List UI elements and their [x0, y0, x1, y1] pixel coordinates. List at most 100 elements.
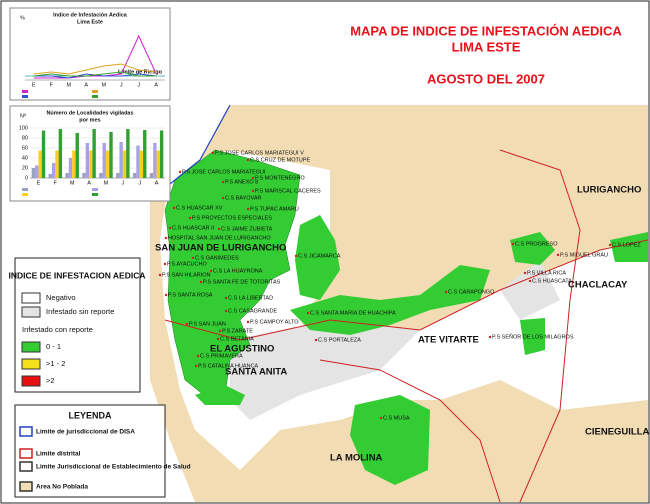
bar	[35, 165, 39, 178]
key-label: Limite distrital	[36, 451, 81, 458]
bar	[72, 150, 76, 178]
y-tick-label: 60	[22, 145, 28, 151]
bar	[68, 158, 73, 178]
district: EL AGUSTINO	[210, 344, 274, 355]
green-zone	[510, 232, 555, 265]
health-center-label: C.S HUASCAR II	[172, 225, 215, 231]
health-center-label: C.S HUASCAR XV	[176, 205, 223, 211]
district: SAN JUAN DE LURIGANCHO	[155, 243, 286, 254]
y-axis-label: %	[20, 15, 25, 21]
district-limit	[319, 359, 501, 503]
health-center-dot	[191, 256, 195, 260]
health-center-dot	[218, 329, 222, 333]
bar	[85, 143, 90, 178]
key-swatch	[19, 481, 33, 492]
health-center-label: C.S JICAMARCA	[298, 253, 341, 259]
y-tick-label: 80	[22, 135, 28, 141]
inset-title: por mes	[79, 117, 100, 123]
health-center-label: P.S VILLA RICA	[527, 270, 566, 276]
health-center-label: P.S SEÑOR DE LOS MILAGROS	[492, 333, 574, 340]
green-zone	[520, 318, 545, 355]
legend-swatch	[21, 306, 41, 318]
x-tick-label: A	[87, 180, 91, 186]
health-center-dot	[168, 226, 172, 230]
legend-swatch	[21, 341, 41, 353]
health-center-label: P.S MIGUEL GRAU	[560, 252, 608, 258]
health-center-dot	[199, 280, 203, 284]
green-zone	[350, 395, 430, 485]
health-center-label: P.S JOSE CARLOS MARIATEGUI	[182, 169, 266, 175]
legend-swatch	[21, 375, 41, 387]
x-tick-label: E	[37, 180, 41, 186]
x-tick-label: M	[70, 180, 75, 186]
title: LIMA ESTE	[452, 39, 521, 54]
bar	[102, 143, 106, 178]
bar	[99, 173, 103, 178]
health-center-dot	[528, 279, 532, 283]
health-center-dot	[556, 253, 560, 257]
health-center-label: P.S TUPAC AMARU	[250, 206, 299, 212]
health-center-label: P.S AYACUCHO	[167, 261, 207, 267]
health-center-dot	[164, 236, 168, 240]
health-center-label: P.S MONTENEGRO	[255, 175, 305, 181]
x-tick-label: E	[32, 82, 36, 88]
health-center-dot	[172, 206, 176, 210]
series-line	[33, 63, 157, 75]
health-center-dot	[246, 320, 250, 324]
health-center-label: C.S PRIMAVERA	[200, 353, 243, 359]
health-center-dot	[209, 269, 213, 273]
health-center-dot	[217, 227, 221, 231]
y-tick-label: 20	[22, 165, 28, 171]
bar	[119, 142, 123, 178]
legend-swatch	[22, 90, 28, 93]
bar	[105, 150, 110, 178]
bar	[58, 129, 63, 178]
health-center-dot	[158, 273, 162, 277]
health-center-label: P.S CAMPOY ALTO	[250, 319, 299, 325]
health-center-dot	[163, 262, 167, 266]
health-center-dot	[444, 290, 448, 294]
key-swatch	[19, 461, 33, 472]
legend-label: >2	[46, 376, 55, 385]
series-line	[33, 71, 157, 77]
bar	[156, 150, 160, 178]
x-tick-label: J	[121, 180, 124, 186]
bar	[149, 173, 154, 178]
key-box	[14, 404, 166, 498]
legend-label: Negativo	[46, 293, 76, 302]
health-center-label: C.S SANTA MARIA DE HUACHIPA	[310, 310, 396, 316]
x-tick-label: M	[104, 180, 109, 186]
health-center-label: P.S SAN JUAN	[189, 321, 226, 327]
health-center-dot	[511, 242, 515, 246]
legend-swatch	[22, 188, 28, 191]
health-center-dot	[488, 335, 492, 339]
health-center-dot	[185, 322, 189, 326]
y-tick-label: 40	[22, 155, 28, 161]
legend-swatch	[22, 95, 28, 98]
health-center-label: C.S PROGRESO	[515, 241, 558, 247]
inset-box	[9, 7, 171, 101]
district: LA MOLINA	[330, 453, 383, 464]
health-center-label: C.S PORTALEZA	[318, 337, 361, 343]
key-swatch	[19, 448, 33, 459]
district: ATE VITARTE	[418, 335, 479, 346]
legend-swatch	[21, 292, 41, 304]
health-center-dot	[523, 271, 527, 275]
key-label: Limite de jurisdiccional de DISA	[36, 429, 135, 436]
green-zone	[164, 149, 301, 401]
health-center-label: P.S SANTA FE DE TOTORITAS	[203, 279, 281, 285]
health-center-dot	[216, 337, 220, 341]
bar	[136, 145, 140, 178]
health-center-label: C.S BETANIA	[220, 336, 254, 342]
y-tick-label: 100	[19, 125, 28, 131]
x-tick-label: F	[54, 180, 58, 186]
bar	[75, 133, 79, 178]
title: MAPA DE INDICE DE INFESTACIÓN AEDICA	[350, 23, 622, 38]
bar	[38, 150, 42, 178]
health-center-dot	[224, 309, 228, 313]
bar	[48, 174, 52, 178]
health-center-dot	[608, 243, 612, 247]
key-title: LEYENDA	[68, 410, 112, 420]
